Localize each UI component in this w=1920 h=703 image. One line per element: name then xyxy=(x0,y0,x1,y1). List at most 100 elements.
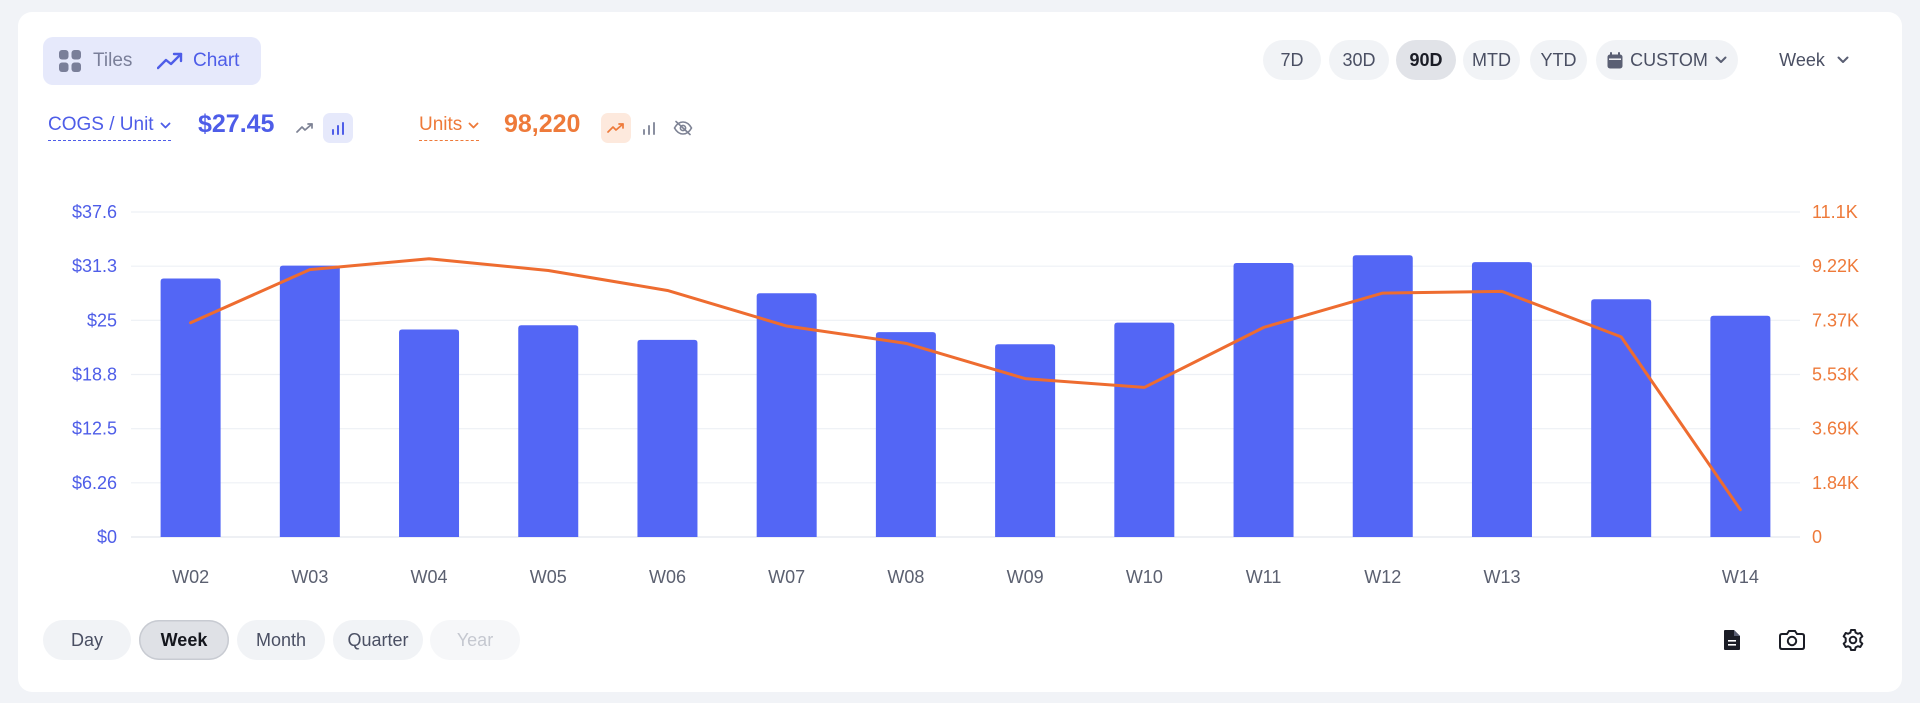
x-tick-label: W11 xyxy=(1246,567,1282,587)
units-line[interactable] xyxy=(189,257,1742,512)
x-tick-label: W09 xyxy=(1007,567,1044,587)
export-document-button[interactable] xyxy=(1717,625,1747,655)
secondary-line-toggle[interactable] xyxy=(601,113,631,143)
x-tick-label: W14 xyxy=(1722,567,1759,587)
bar-chart-icon xyxy=(331,121,345,135)
view-toggle: Tiles Chart xyxy=(43,37,261,85)
chevron-down-icon xyxy=(160,122,171,129)
chart-view-button[interactable]: Chart xyxy=(157,37,239,85)
granularity-label: Month xyxy=(255,629,307,650)
granularity-quarter-button[interactable]: Quarter xyxy=(333,620,423,660)
x-tick-label: W02 xyxy=(172,567,209,587)
granularity-label: Day xyxy=(70,629,103,650)
period-select[interactable]: Week xyxy=(1764,40,1864,80)
eye-off-icon xyxy=(673,120,693,136)
y-right-tick-label: 0 xyxy=(1812,527,1822,547)
x-tick-label: W03 xyxy=(291,567,328,587)
secondary-metric-select[interactable]: Units xyxy=(419,114,480,141)
x-tick-label: W12 xyxy=(1364,567,1401,587)
granularity-month-button[interactable]: Month xyxy=(237,620,325,660)
bar[interactable] xyxy=(1591,299,1652,537)
bar[interactable] xyxy=(399,329,460,537)
bar[interactable] xyxy=(875,332,936,537)
granularity-label: Week xyxy=(160,629,208,650)
x-tick-label: W06 xyxy=(649,567,686,587)
range-label: YTD xyxy=(1540,49,1577,70)
y-right-tick-label: 11.1K xyxy=(1812,202,1858,222)
granularity-day-button[interactable]: Day xyxy=(43,620,131,660)
range-label: 30D xyxy=(1342,49,1376,70)
combo-chart: $0 0 $6.26 1.84K $12.5 3.69K $18.8 5.53K $25 7.37… xyxy=(72,202,1859,587)
bar[interactable] xyxy=(1471,262,1532,537)
tiles-label: Tiles xyxy=(93,50,133,71)
bar[interactable] xyxy=(756,293,817,537)
bar-chart-icon xyxy=(642,121,656,135)
chart-label: Chart xyxy=(193,50,240,71)
y-right-tick-label: 9.22K xyxy=(1812,256,1859,276)
x-tick-label: W07 xyxy=(768,567,805,587)
y-right-tick-label: 5.53K xyxy=(1812,365,1859,385)
bar[interactable] xyxy=(160,278,221,537)
bar[interactable] xyxy=(279,265,340,537)
y-left-tick-label: $0 xyxy=(97,527,117,547)
primary-metric-select[interactable]: COGS / Unit xyxy=(48,114,171,141)
x-tick-label: W08 xyxy=(887,567,924,587)
y-right-tick-label: 1.84K xyxy=(1812,473,1859,493)
tiles-view-button[interactable]: Tiles xyxy=(57,37,132,85)
trend-up-icon xyxy=(607,122,625,134)
secondary-metric-label: Units xyxy=(419,114,463,135)
hide-series-button[interactable] xyxy=(668,113,698,143)
bar[interactable] xyxy=(637,339,698,537)
range-label: 90D xyxy=(1409,49,1443,70)
range-ytd-button[interactable]: YTD xyxy=(1530,40,1587,80)
range-7d-button[interactable]: 7D xyxy=(1263,40,1321,80)
screenshot-button[interactable] xyxy=(1777,625,1807,655)
trend-up-icon xyxy=(157,48,183,74)
x-tick-label: W13 xyxy=(1483,567,1520,587)
bar[interactable] xyxy=(1352,255,1413,537)
range-30d-button[interactable]: 30D xyxy=(1329,40,1389,80)
granularity-week-button[interactable]: Week xyxy=(139,620,229,660)
range-label: 7D xyxy=(1280,49,1304,70)
primary-bar-toggle[interactable] xyxy=(323,113,353,143)
primary-metric-value: $27.45 xyxy=(198,110,275,138)
y-right-tick-label: 3.69K xyxy=(1812,419,1859,439)
y-left-tick-label: $18.8 xyxy=(72,365,117,385)
primary-metric-label: COGS / Unit xyxy=(48,114,154,135)
granularity-year-button: Year xyxy=(430,620,520,660)
custom-label: CUSTOM xyxy=(1630,49,1708,70)
chevron-down-icon xyxy=(1715,56,1727,64)
primary-line-toggle[interactable] xyxy=(290,113,320,143)
trend-up-icon xyxy=(296,122,314,134)
y-left-tick-label: $25 xyxy=(87,310,117,330)
y-right-tick-label: 7.37K xyxy=(1812,310,1859,330)
x-tick-label: W05 xyxy=(530,567,567,587)
x-tick-label: W10 xyxy=(1126,567,1163,587)
chevron-down-icon xyxy=(1837,56,1849,64)
calendar-icon xyxy=(1607,51,1623,69)
bar[interactable] xyxy=(518,325,579,537)
y-left-tick-label: $31.3 xyxy=(72,256,117,276)
settings-button[interactable] xyxy=(1838,625,1868,655)
custom-range-button[interactable]: CUSTOM xyxy=(1596,40,1738,80)
bar[interactable] xyxy=(995,344,1056,537)
chevron-down-icon xyxy=(468,122,479,129)
document-icon xyxy=(1723,629,1741,651)
grid-icon xyxy=(57,48,83,74)
bar[interactable] xyxy=(1233,262,1294,537)
camera-icon xyxy=(1779,629,1805,651)
granularity-label: Quarter xyxy=(347,629,409,650)
y-left-tick-label: $6.26 xyxy=(72,473,117,493)
bar[interactable] xyxy=(1710,315,1771,537)
range-90d-button[interactable]: 90D xyxy=(1396,40,1456,80)
granularity-label: Year xyxy=(456,629,494,650)
range-mtd-button[interactable]: MTD xyxy=(1463,40,1520,80)
bar[interactable] xyxy=(1114,322,1175,537)
secondary-bar-toggle[interactable] xyxy=(634,113,664,143)
y-left-tick-label: $37.6 xyxy=(72,202,117,222)
range-label: MTD xyxy=(1472,49,1511,70)
secondary-metric-value: 98,220 xyxy=(504,110,581,138)
period-select-label: Week xyxy=(1779,49,1825,70)
x-tick-label: W04 xyxy=(411,567,448,587)
gear-icon xyxy=(1841,628,1865,652)
